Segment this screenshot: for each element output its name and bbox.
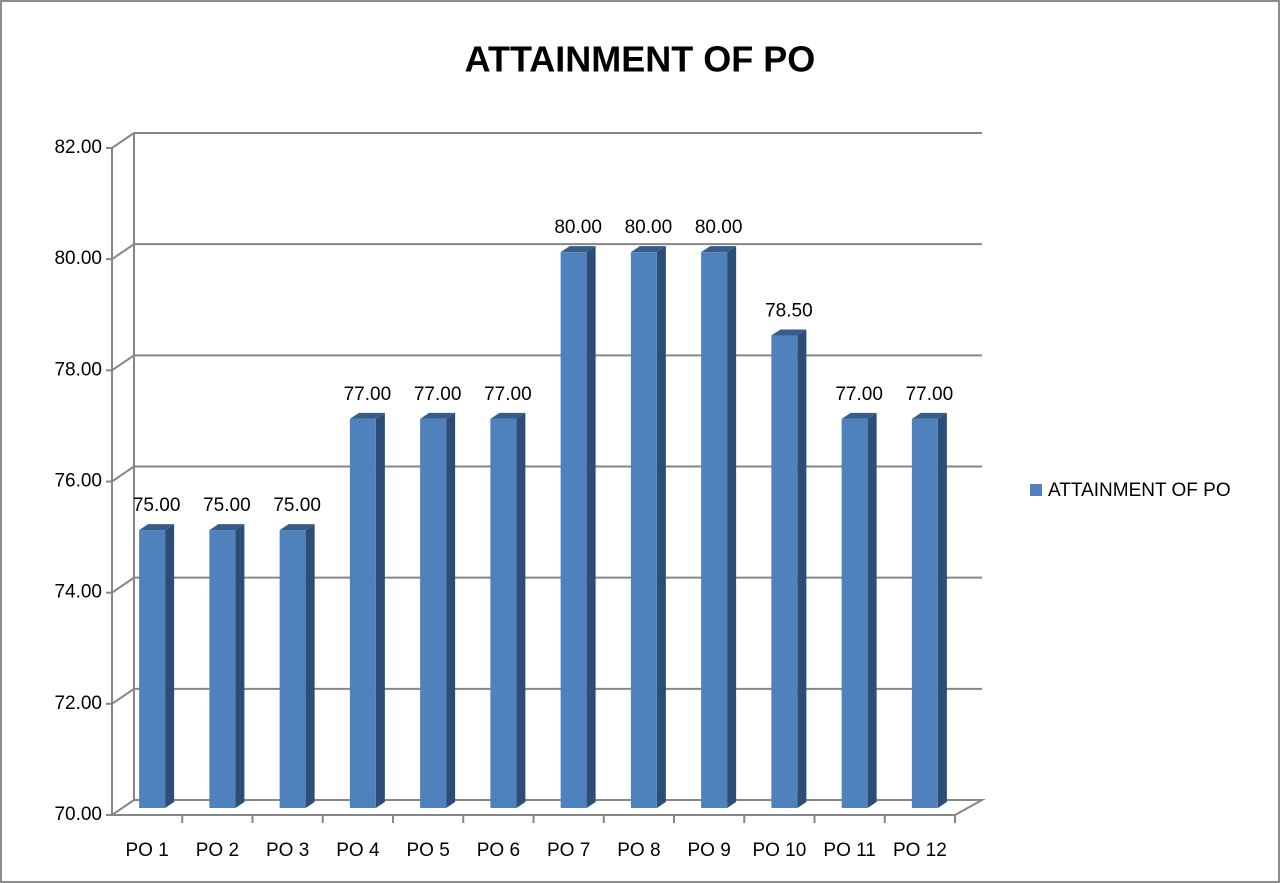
bar-side [375, 412, 385, 808]
bar-top [420, 412, 456, 419]
x-tick-label: PO 10 [752, 840, 806, 861]
bar [420, 418, 447, 808]
bar-side [165, 524, 175, 808]
bar-top [139, 524, 175, 531]
grid-line [111, 687, 982, 705]
bar-top [490, 412, 526, 419]
y-tick-label: 70.00 [54, 804, 102, 825]
bar [139, 530, 166, 808]
x-tick-label: PO 2 [196, 840, 239, 861]
bar-top [771, 329, 807, 336]
x-tick-label: PO 6 [477, 840, 520, 861]
bar [911, 418, 938, 808]
legend-label: ATTAINMENT OF PO [1048, 480, 1231, 501]
bar-top [841, 412, 877, 419]
bar [279, 530, 306, 808]
bar-top [701, 246, 737, 253]
x-tick-label: PO 8 [617, 840, 660, 861]
bar-top [279, 524, 315, 531]
legend-swatch [1030, 484, 1042, 496]
bar-side [446, 412, 456, 808]
bar [841, 418, 868, 808]
bar-top [630, 246, 666, 253]
bar-side [727, 246, 737, 808]
data-label: 80.00 [625, 217, 673, 238]
bar [349, 418, 376, 808]
bar [209, 530, 236, 808]
y-tick-label: 76.00 [54, 471, 102, 492]
x-tick-label: PO 1 [125, 840, 168, 861]
bar-top [560, 246, 596, 253]
data-label: 77.00 [344, 384, 392, 405]
x-tick-label: PO 11 [823, 840, 875, 861]
grid-line [111, 243, 982, 260]
bar-side [586, 246, 596, 808]
bar-side [797, 329, 807, 808]
data-label: 80.00 [695, 217, 743, 238]
bar-side [235, 524, 245, 808]
bar-top [911, 412, 947, 419]
data-label: 77.00 [414, 384, 462, 405]
data-label: 78.50 [765, 301, 813, 322]
x-tick-label: PO 12 [893, 840, 947, 861]
x-tick-label: PO 5 [406, 840, 449, 861]
bar-side [516, 412, 526, 808]
bar [490, 418, 517, 808]
data-label: 75.00 [273, 495, 321, 516]
y-tick-label: 74.00 [54, 582, 102, 603]
y-tick-label: 82.00 [54, 137, 102, 158]
grid-line [111, 465, 982, 483]
data-label: 80.00 [554, 217, 602, 238]
y-tick-label: 78.00 [54, 359, 102, 380]
chart-title: ATTAINMENT OF PO [465, 39, 816, 80]
data-label: 77.00 [484, 384, 532, 405]
x-tick-label: PO 9 [687, 840, 730, 861]
bar-side [867, 412, 877, 808]
data-label: 75.00 [133, 495, 181, 516]
bar [701, 252, 728, 808]
grid-line [111, 576, 982, 594]
grid-line [111, 132, 982, 149]
y-tick-label: 72.00 [54, 693, 102, 714]
bar-top [209, 524, 245, 531]
data-label: 75.00 [203, 495, 251, 516]
bar [630, 252, 657, 808]
x-tick-label: PO 4 [336, 840, 380, 861]
bar-side [656, 246, 666, 808]
grid-line [111, 354, 982, 372]
y-tick-label: 80.00 [54, 248, 102, 269]
bar-top [349, 412, 385, 419]
bar [560, 252, 587, 808]
bar-side [937, 412, 947, 808]
x-tick-label: PO 7 [547, 840, 590, 861]
bar-side [305, 524, 315, 808]
grid-line [111, 799, 982, 816]
data-label: 77.00 [906, 384, 954, 405]
data-label: 77.00 [835, 384, 883, 405]
x-tick-label: PO 3 [266, 840, 309, 861]
bar [771, 335, 798, 808]
